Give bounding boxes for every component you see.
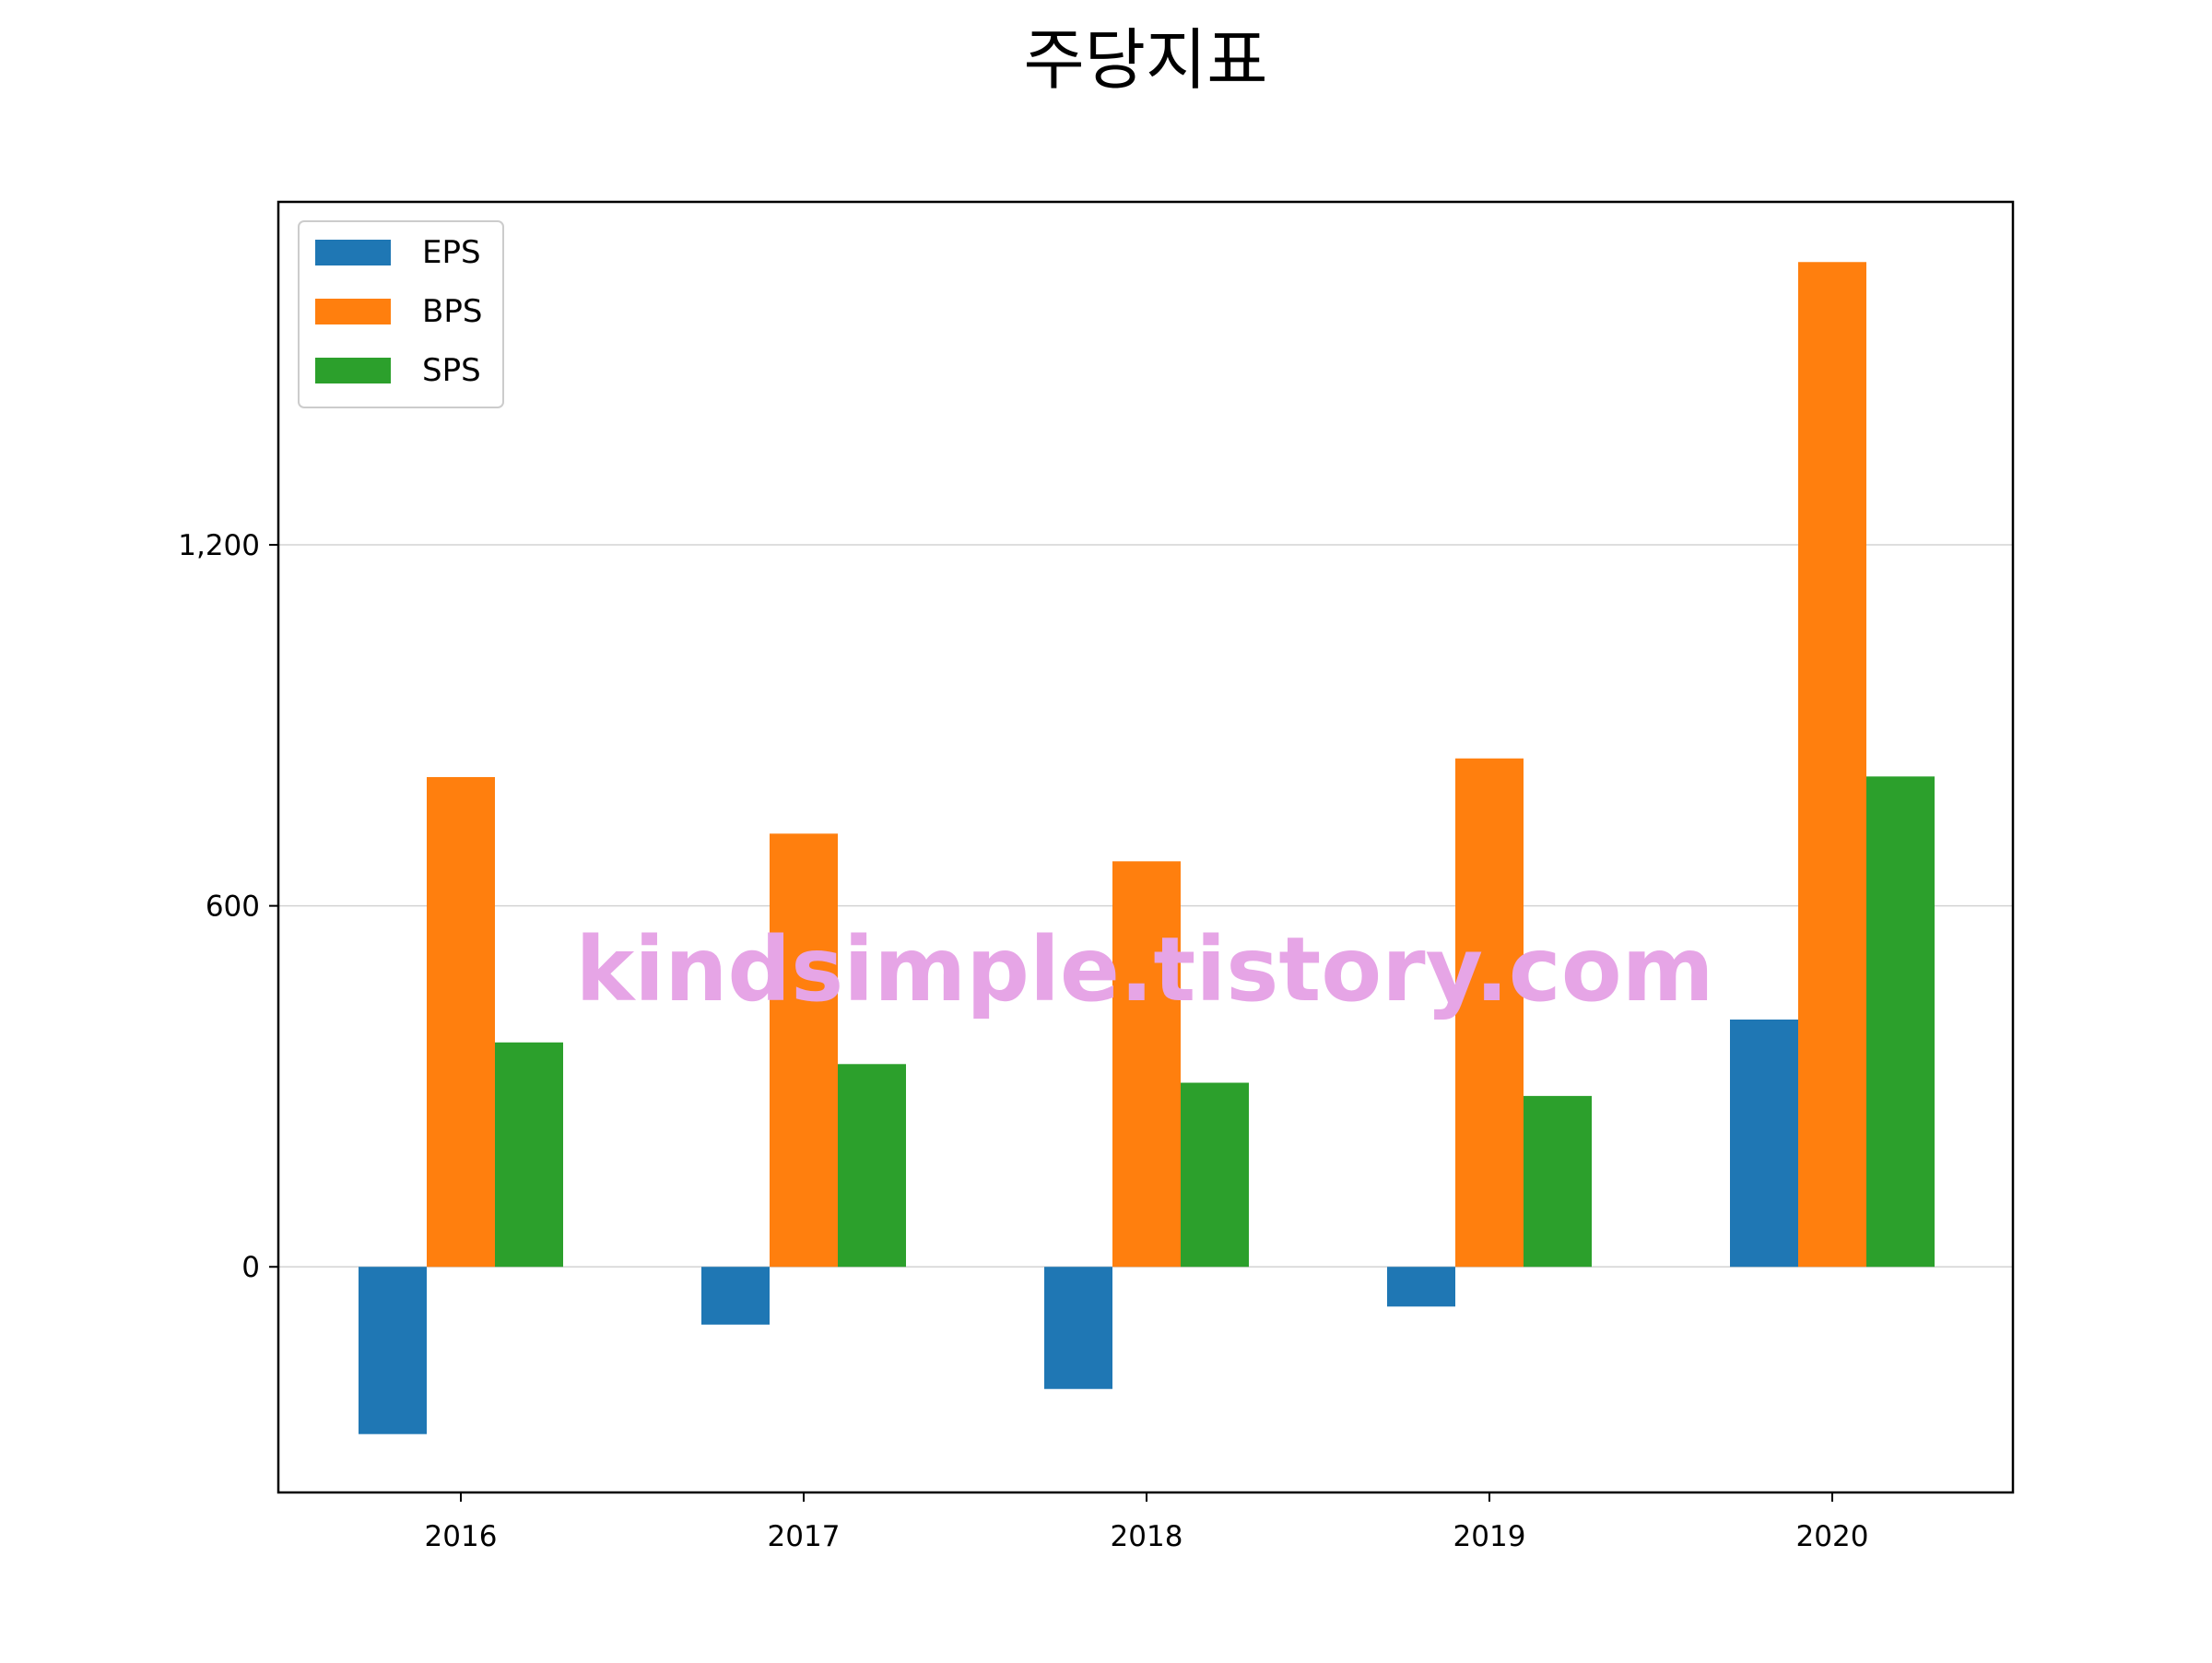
chart-title: 주당지표: [1024, 21, 1268, 99]
legend-label-eps: EPS: [422, 234, 481, 271]
legend-swatch-sps: [315, 358, 391, 383]
legend-swatch-eps: [315, 240, 391, 265]
xtick-label-2019: 2019: [1453, 1520, 1526, 1553]
bar-sps-2016: [495, 1042, 563, 1268]
bar-sps-2017: [838, 1064, 906, 1268]
bar-sps-2018: [1181, 1082, 1249, 1268]
xtick-label-2018: 2018: [1111, 1520, 1183, 1553]
plot-area: [278, 202, 2013, 1492]
legend-label-sps: SPS: [422, 352, 481, 389]
ytick-label-1200: 1,200: [178, 529, 260, 562]
bar-eps-2018: [1044, 1267, 1112, 1389]
bar-bps-2017: [770, 833, 838, 1268]
ytick-label-600: 600: [206, 890, 260, 924]
legend-swatch-bps: [315, 299, 391, 324]
xtick-label-2020: 2020: [1796, 1520, 1869, 1553]
bar-eps-2019: [1387, 1267, 1455, 1307]
legend-label-bps: BPS: [422, 293, 482, 330]
xtick-label-2016: 2016: [425, 1520, 498, 1553]
bar-eps-2020: [1730, 1019, 1798, 1268]
bar-eps-2016: [359, 1267, 427, 1434]
bar-bps-2016: [427, 776, 495, 1268]
watermark-text: kindsimple.tistory.com: [575, 918, 1713, 1021]
ytick-label-0: 0: [241, 1251, 260, 1284]
xtick-label-2017: 2017: [768, 1520, 841, 1553]
bar-sps-2019: [1524, 1095, 1592, 1268]
bar-bps-2019: [1455, 758, 1524, 1268]
bar-eps-2017: [701, 1267, 770, 1325]
bar-sps-2020: [1866, 776, 1935, 1268]
bar-bps-2018: [1112, 861, 1181, 1268]
bar-bps-2020: [1798, 262, 1866, 1268]
